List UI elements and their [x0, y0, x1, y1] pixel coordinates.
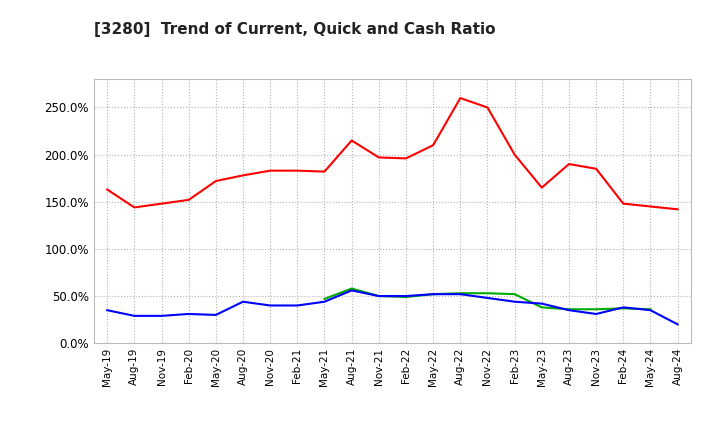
- Quick Ratio: [374, 293, 383, 299]
- Cash Ratio: [564, 308, 573, 313]
- Current Ratio: [510, 152, 519, 157]
- Cash Ratio: [619, 305, 628, 310]
- Current Ratio: [673, 207, 682, 212]
- Cash Ratio: [510, 299, 519, 304]
- Cash Ratio: [483, 295, 492, 301]
- Quick Ratio: [646, 307, 654, 312]
- Quick Ratio: [347, 286, 356, 291]
- Cash Ratio: [537, 301, 546, 306]
- Current Ratio: [184, 197, 193, 202]
- Current Ratio: [619, 201, 628, 206]
- Cash Ratio: [212, 312, 220, 318]
- Current Ratio: [374, 155, 383, 160]
- Text: [3280]  Trend of Current, Quick and Cash Ratio: [3280] Trend of Current, Quick and Cash …: [94, 22, 495, 37]
- Line: Current Ratio: Current Ratio: [107, 98, 678, 209]
- Cash Ratio: [347, 288, 356, 293]
- Cash Ratio: [456, 292, 464, 297]
- Cash Ratio: [429, 292, 438, 297]
- Current Ratio: [239, 173, 248, 178]
- Current Ratio: [103, 187, 112, 192]
- Quick Ratio: [537, 305, 546, 310]
- Current Ratio: [320, 169, 329, 174]
- Current Ratio: [646, 204, 654, 209]
- Current Ratio: [212, 178, 220, 183]
- Quick Ratio: [592, 307, 600, 312]
- Quick Ratio: [456, 290, 464, 296]
- Quick Ratio: [483, 290, 492, 296]
- Current Ratio: [483, 105, 492, 110]
- Current Ratio: [564, 161, 573, 167]
- Cash Ratio: [646, 308, 654, 313]
- Cash Ratio: [673, 322, 682, 327]
- Cash Ratio: [130, 313, 139, 319]
- Line: Cash Ratio: Cash Ratio: [107, 290, 678, 324]
- Cash Ratio: [103, 308, 112, 313]
- Current Ratio: [157, 201, 166, 206]
- Current Ratio: [456, 95, 464, 101]
- Current Ratio: [347, 138, 356, 143]
- Cash Ratio: [239, 299, 248, 304]
- Current Ratio: [293, 168, 302, 173]
- Current Ratio: [429, 143, 438, 148]
- Quick Ratio: [510, 292, 519, 297]
- Cash Ratio: [374, 293, 383, 299]
- Cash Ratio: [293, 303, 302, 308]
- Cash Ratio: [402, 293, 410, 299]
- Current Ratio: [266, 168, 274, 173]
- Current Ratio: [402, 156, 410, 161]
- Quick Ratio: [619, 306, 628, 311]
- Cash Ratio: [266, 303, 274, 308]
- Cash Ratio: [592, 312, 600, 317]
- Current Ratio: [592, 166, 600, 172]
- Quick Ratio: [564, 307, 573, 312]
- Cash Ratio: [184, 312, 193, 317]
- Line: Quick Ratio: Quick Ratio: [325, 289, 650, 309]
- Current Ratio: [130, 205, 139, 210]
- Quick Ratio: [402, 294, 410, 300]
- Quick Ratio: [429, 292, 438, 297]
- Cash Ratio: [157, 313, 166, 319]
- Quick Ratio: [320, 296, 329, 301]
- Current Ratio: [537, 185, 546, 190]
- Cash Ratio: [320, 299, 329, 304]
